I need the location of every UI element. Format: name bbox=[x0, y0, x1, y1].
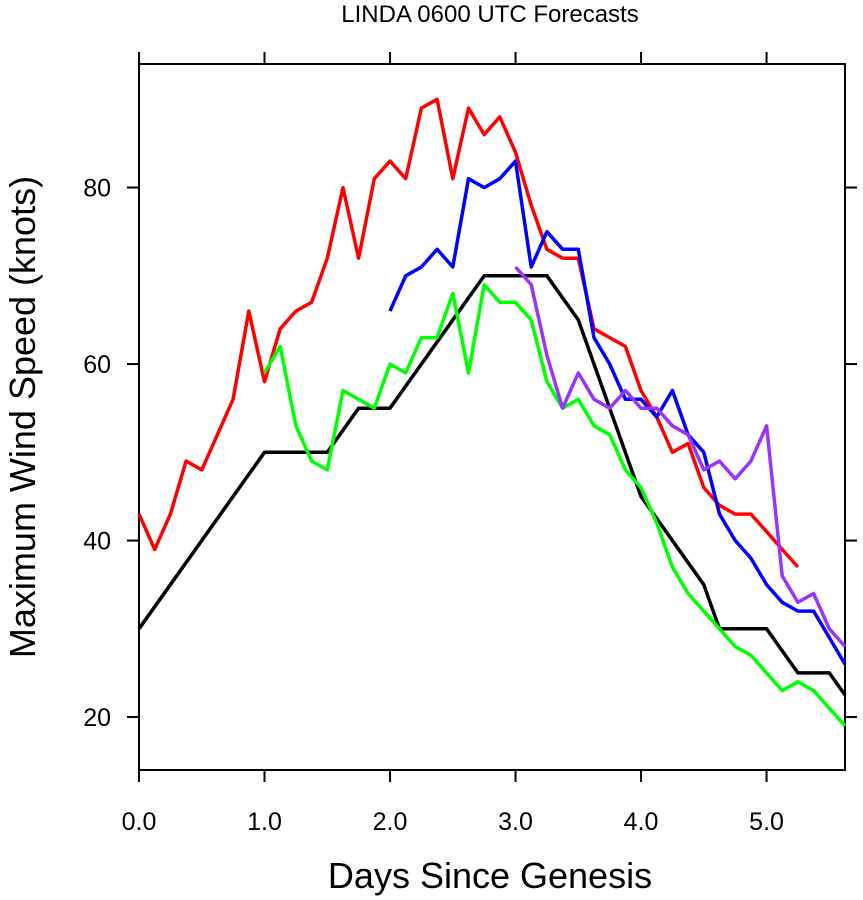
x-tick-label: 5.0 bbox=[749, 808, 784, 836]
y-tick-label: 40 bbox=[83, 528, 111, 556]
y-axis-label: Maximum Wind Speed (knots) bbox=[2, 176, 43, 658]
x-axis-label: Days Since Genesis bbox=[328, 855, 652, 896]
series-line-4 bbox=[388, 159, 847, 665]
y-tick-label: 60 bbox=[83, 351, 111, 379]
plot-frame bbox=[138, 63, 846, 771]
series-line-3 bbox=[262, 282, 847, 728]
x-tick-label: 0.0 bbox=[122, 808, 157, 836]
series-lines bbox=[137, 97, 847, 728]
x-tick-label: 2.0 bbox=[373, 808, 408, 836]
y-tick-label: 20 bbox=[83, 704, 111, 732]
x-tick-label: 4.0 bbox=[624, 808, 659, 836]
y-tick-label: 80 bbox=[83, 175, 111, 203]
x-axis: 0.0 1.0 2.0 3.0 4.0 5.0 bbox=[122, 52, 784, 836]
y-axis: 20 40 60 80 bbox=[83, 175, 857, 732]
chart-title: LINDA 0600 UTC Forecasts bbox=[341, 1, 638, 28]
series-line-2 bbox=[137, 97, 800, 569]
x-tick-label: 1.0 bbox=[247, 808, 282, 836]
series-line-5 bbox=[514, 265, 847, 648]
series-line-1 bbox=[137, 274, 847, 697]
x-tick-label: 3.0 bbox=[498, 808, 533, 836]
